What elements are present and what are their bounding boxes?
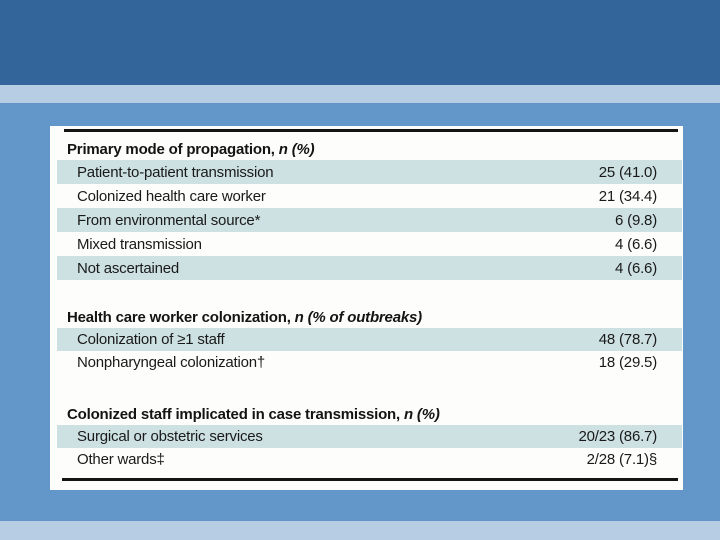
accent-strip-top <box>0 85 720 103</box>
row-label: From environmental source* <box>77 211 261 229</box>
section-header-suffix: n (%) <box>403 406 440 423</box>
section-header: Primary mode of propagation, n (%) <box>50 134 682 160</box>
slide-header-band <box>0 0 720 85</box>
row-value: 21 (34.4) <box>598 187 657 205</box>
table-row: Patient-to-patient transmission 25 (41.0… <box>57 160 682 184</box>
row-value: 2/28 (7.1)§ <box>586 451 658 468</box>
row-label: Surgical or obstetric services <box>77 428 263 445</box>
row-label: Colonization of ≥1 staff <box>77 331 225 348</box>
row-label: Not ascertained <box>77 259 180 277</box>
section-header-suffix: n (% of outbreaks) <box>294 309 422 326</box>
section-header-title: Colonized staff implicated in case trans… <box>67 406 400 423</box>
row-value: 18 (29.5) <box>598 354 657 371</box>
table-row: Surgical or obstetric services 20/23 (86… <box>57 425 682 448</box>
row-value: 4 (6.6) <box>615 235 657 253</box>
table-row: Colonized health care worker 21 (34.4) <box>57 184 682 208</box>
table-content: Primary mode of propagation, n (%) Patie… <box>50 134 682 471</box>
row-label: Patient-to-patient transmission <box>77 163 274 181</box>
section-header-suffix: n (%) <box>278 141 315 158</box>
table-row: Nonpharyngeal colonization† 18 (29.5) <box>57 351 682 374</box>
section-header: Health care worker colonization, n (% of… <box>50 302 682 328</box>
row-value: 6 (9.8) <box>615 211 657 229</box>
section-header: Colonized staff implicated in case trans… <box>50 399 682 425</box>
table-row: From environmental source* 6 (9.8) <box>57 208 682 232</box>
table-row: Not ascertained 4 (6.6) <box>57 256 682 280</box>
section-gap <box>50 374 682 399</box>
row-label: Colonized health care worker <box>77 187 266 205</box>
table-bottom-rule <box>62 478 678 481</box>
row-value: 25 (41.0) <box>598 163 657 181</box>
table-top-rule <box>64 129 678 132</box>
row-label: Nonpharyngeal colonization† <box>77 354 266 371</box>
row-label: Other wards‡ <box>77 451 165 468</box>
table-section-propagation: Primary mode of propagation, n (%) Patie… <box>50 134 682 280</box>
section-gap <box>50 280 682 302</box>
table-row: Other wards‡ 2/28 (7.1)§ <box>57 448 682 471</box>
row-value: 4 (6.6) <box>615 259 657 277</box>
table-row: Mixed transmission 4 (6.6) <box>57 232 682 256</box>
table-section-staff-implicated: Colonized staff implicated in case trans… <box>50 399 682 471</box>
table-row: Colonization of ≥1 staff 48 (78.7) <box>57 328 682 351</box>
row-value: 48 (78.7) <box>598 331 657 348</box>
row-label: Mixed transmission <box>77 235 202 253</box>
section-header-title: Health care worker colonization, <box>67 309 291 326</box>
row-value: 20/23 (86.7) <box>578 428 658 445</box>
accent-strip-bottom <box>0 521 720 540</box>
table-section-colonization: Health care worker colonization, n (% of… <box>50 302 682 374</box>
table-card: Primary mode of propagation, n (%) Patie… <box>50 126 683 490</box>
section-header-title: Primary mode of propagation, <box>67 141 275 158</box>
